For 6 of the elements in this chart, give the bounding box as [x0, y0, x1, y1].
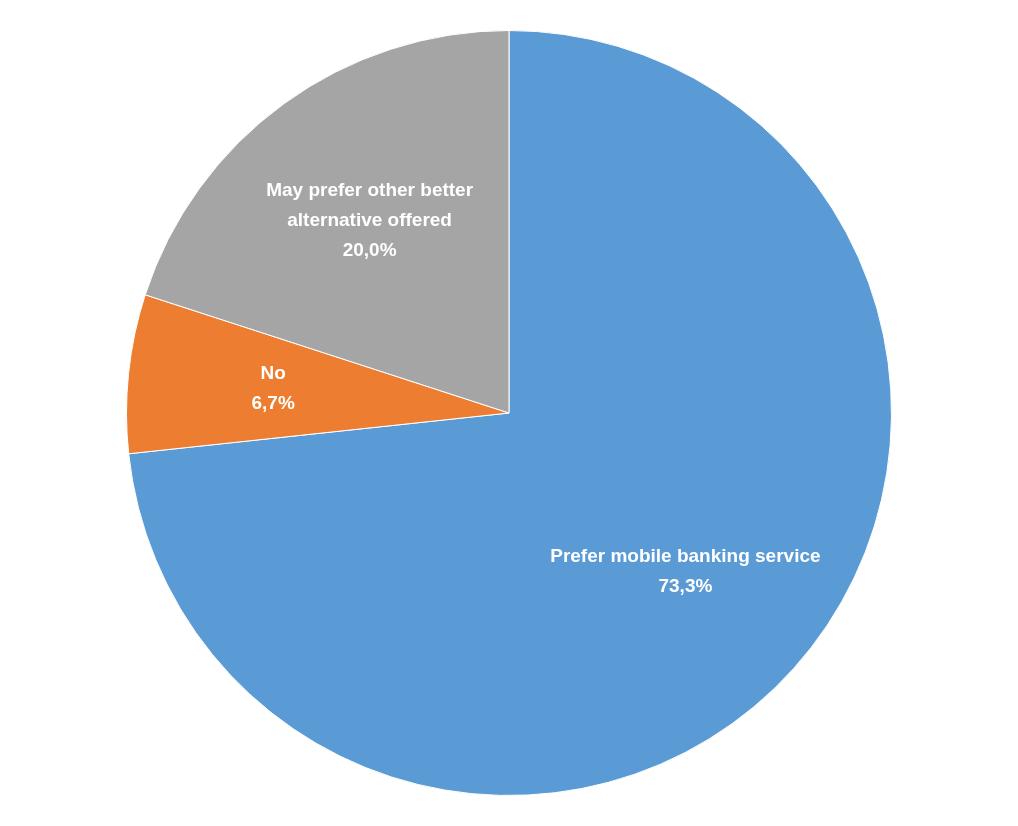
data-label: 6,7%	[251, 391, 295, 413]
data-label: 73,3%	[658, 574, 713, 596]
slice-label: May prefer other better alternative offered	[266, 179, 474, 231]
slice-label: No	[260, 361, 286, 383]
data-label: 20,0%	[342, 239, 397, 261]
slice-label: Prefer mobile banking service	[550, 544, 821, 566]
